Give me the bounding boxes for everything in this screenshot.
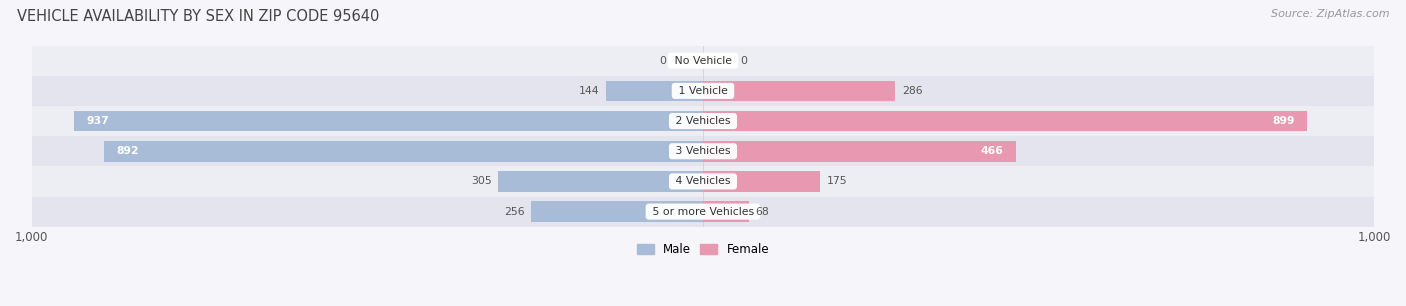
Bar (32, 76, 1374, 106)
Text: No Vehicle: No Vehicle (671, 56, 735, 66)
Text: 144: 144 (579, 86, 599, 96)
Text: 3 Vehicles: 3 Vehicles (672, 146, 734, 156)
Bar (32, 196, 1374, 227)
Bar (104, 141, 703, 162)
Text: 466: 466 (981, 146, 1004, 156)
Text: 1 Vehicle: 1 Vehicle (675, 86, 731, 96)
Bar (703, 141, 1015, 162)
Bar (32, 106, 1374, 136)
Text: 256: 256 (503, 207, 524, 217)
Text: 2 Vehicles: 2 Vehicles (672, 116, 734, 126)
Text: 286: 286 (901, 86, 922, 96)
Bar (703, 171, 821, 192)
Text: 937: 937 (86, 116, 108, 126)
Text: 5 or more Vehicles: 5 or more Vehicles (648, 207, 758, 217)
Bar (32, 136, 1374, 166)
Text: 4 Vehicles: 4 Vehicles (672, 177, 734, 186)
Bar (703, 80, 896, 101)
Text: VEHICLE AVAILABILITY BY SEX IN ZIP CODE 95640: VEHICLE AVAILABILITY BY SEX IN ZIP CODE … (17, 9, 380, 24)
Text: 305: 305 (471, 177, 492, 186)
Text: 899: 899 (1272, 116, 1295, 126)
Bar (32, 46, 1374, 76)
Text: 175: 175 (827, 177, 848, 186)
Bar (498, 171, 703, 192)
Bar (531, 201, 703, 222)
Text: Source: ZipAtlas.com: Source: ZipAtlas.com (1271, 9, 1389, 19)
Bar (32, 166, 1374, 196)
Legend: Male, Female: Male, Female (633, 238, 773, 261)
Bar (75, 111, 703, 131)
Text: 0: 0 (659, 56, 666, 66)
Text: 0: 0 (740, 56, 747, 66)
Bar (606, 80, 703, 101)
Text: 68: 68 (755, 207, 769, 217)
Text: 892: 892 (117, 146, 139, 156)
Bar (703, 111, 1306, 131)
Bar (703, 201, 748, 222)
